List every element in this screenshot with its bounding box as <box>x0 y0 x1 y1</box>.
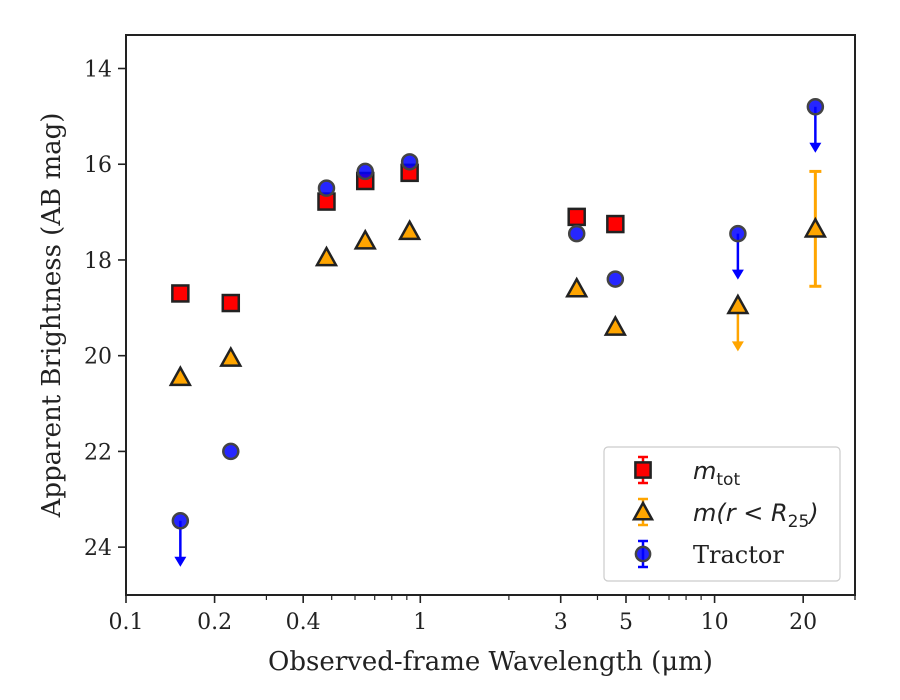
data-marks <box>168 98 827 567</box>
series-tractor <box>171 98 825 567</box>
legend-label: Tractor <box>693 541 784 569</box>
upper-limit-arrow <box>731 341 744 352</box>
legend-marker <box>634 545 652 563</box>
data-point <box>356 162 374 181</box>
data-point <box>565 276 589 298</box>
upper-limit-arrow <box>174 556 187 567</box>
legend-marker <box>631 500 655 521</box>
legend-label-subscript: 25 <box>788 512 810 532</box>
data-point <box>222 442 240 461</box>
x-tick-label: 0.1 <box>109 610 144 635</box>
x-tick-label: 1 <box>413 610 427 635</box>
data-point <box>400 153 419 171</box>
y-axis: 14 16 18 20 22 24 <box>84 58 126 561</box>
data-point <box>168 365 192 387</box>
x-axis-label: Observed-frame Wavelength (μm) <box>268 647 713 677</box>
y-axis-label: Apparent Brightness (AB mag) <box>37 113 67 519</box>
legend-label: m(r < R25) <box>693 499 819 532</box>
data-point <box>221 293 241 313</box>
x-tick-label: 3 <box>554 610 568 635</box>
data-point <box>567 224 586 243</box>
data-point <box>603 314 627 336</box>
legend-label-subscript: tot <box>716 470 740 490</box>
x-tick-label: 5 <box>619 610 633 635</box>
legend-label-close: ) <box>807 499 818 527</box>
legend-box <box>603 446 841 582</box>
y-tick-label: 18 <box>84 249 112 274</box>
data-point <box>803 216 827 238</box>
data-point <box>729 224 747 243</box>
series-mr25 <box>168 169 827 387</box>
data-point <box>219 346 243 367</box>
data-point <box>567 207 586 227</box>
data-point <box>171 284 190 303</box>
data-point <box>726 293 750 315</box>
legend-marker <box>634 461 652 479</box>
data-point <box>171 512 190 530</box>
upper-limit-arrow <box>731 269 744 280</box>
data-point <box>606 270 625 288</box>
y-tick-label: 14 <box>84 58 112 83</box>
data-point <box>314 245 339 267</box>
x-tick-label: 0.4 <box>286 610 321 635</box>
y-tick-label: 20 <box>84 345 112 370</box>
y-tick-label: 24 <box>84 536 112 561</box>
y-tick-label: 16 <box>84 153 112 178</box>
x-axis: 0.1 0.2 0.4 1 3 5 10 20 <box>109 595 856 635</box>
x-tick-label: 0.2 <box>197 610 232 635</box>
x-tick-label: 10 <box>701 610 729 635</box>
y-tick-label: 22 <box>84 440 112 465</box>
data-point <box>806 98 825 116</box>
upper-limit-arrow <box>809 142 822 153</box>
data-point <box>353 228 377 250</box>
x-tick-label: 20 <box>789 610 817 635</box>
data-point <box>606 214 625 234</box>
data-point <box>317 179 336 197</box>
data-point <box>398 219 422 241</box>
